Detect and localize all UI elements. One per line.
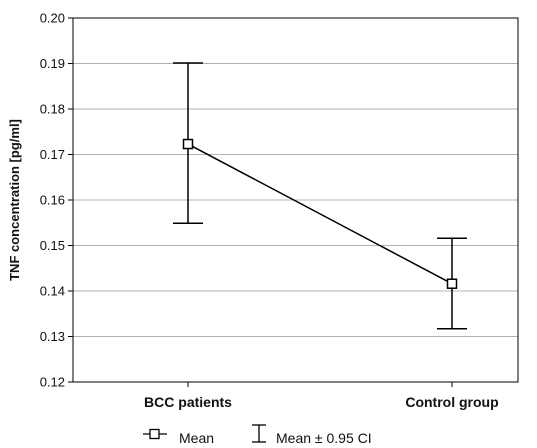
- y-tick-label: 0.15: [40, 238, 65, 253]
- legend-ci-label: Mean ± 0.95 CI: [276, 430, 372, 446]
- legend: Mean Mean ± 0.95 CI: [143, 424, 372, 446]
- y-tick-label: 0.17: [40, 147, 65, 162]
- y-tick-label: 0.20: [40, 11, 65, 26]
- y-tick-label: 0.13: [40, 329, 65, 344]
- legend-mean-label: Mean: [179, 430, 214, 446]
- y-axis-title: TNF concentration [pg/ml]: [7, 119, 22, 281]
- y-tick-label: 0.16: [40, 193, 65, 208]
- legend-mean-marker: [149, 428, 160, 440]
- mean-point: [182, 138, 194, 150]
- y-tick-label: 0.14: [40, 284, 65, 299]
- x-tick-label: Control group: [405, 394, 498, 410]
- mean-line: [187, 143, 453, 285]
- y-tick-label: 0.18: [40, 102, 65, 117]
- x-tick-label: BCC patients: [144, 394, 232, 410]
- mean-point: [446, 278, 458, 289]
- y-tick-label: 0.12: [40, 375, 65, 390]
- y-tick-label: 0.19: [40, 56, 65, 71]
